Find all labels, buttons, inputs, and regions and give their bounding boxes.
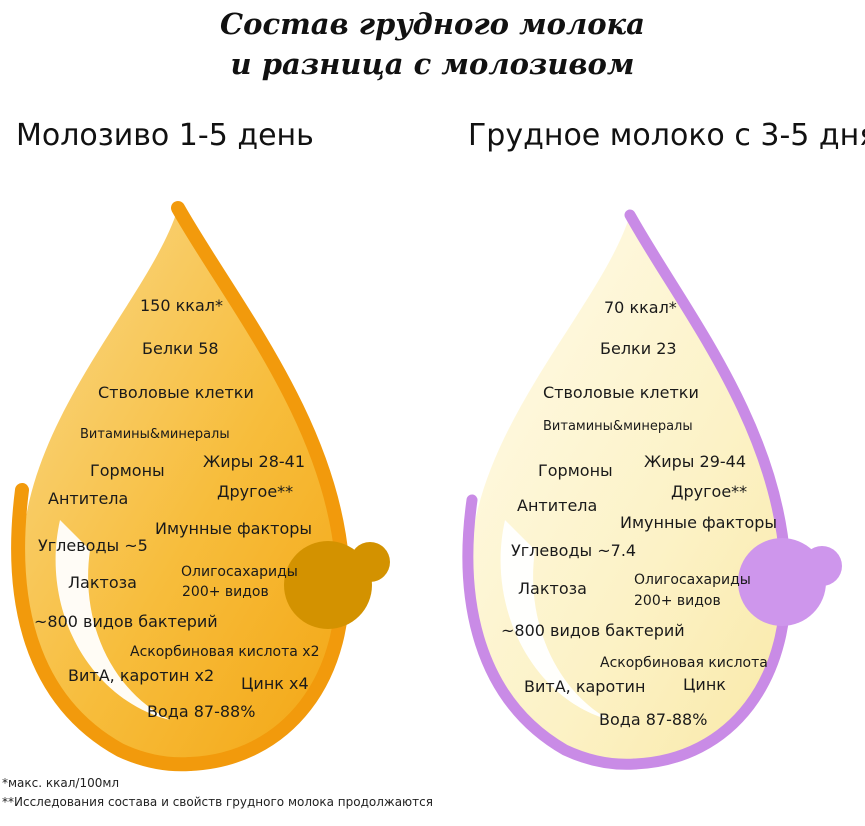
colostrum-oligo-line2: 200+ видов [182, 584, 269, 600]
colostrum-carbs: Углеводы ~5 [38, 536, 148, 555]
milk-oligo-line2: 200+ видов [634, 593, 721, 609]
milk-bacteria: ~800 видов бактерий [501, 621, 685, 640]
milk-zinc: Цинк [683, 675, 726, 694]
colostrum-drop-outline-left [11, 483, 197, 772]
colostrum-nipple [284, 541, 372, 629]
milk-vitamins: Витамины&минералы [543, 419, 693, 434]
milk-hormones: Гормоны [538, 461, 613, 480]
colostrum-vita: ВитА, каротин х2 [68, 666, 215, 685]
milk-protein: Белки 23 [600, 339, 677, 358]
milk-water: Вода 87-88% [599, 710, 708, 729]
milk-lactose: Лактоза [518, 579, 587, 598]
milk-vita: ВитА, каротин [524, 677, 646, 696]
colostrum-stem-cells: Стволовые клетки [98, 383, 254, 402]
milk-heading: Грудное молоко с 3-5 дня [468, 118, 865, 153]
colostrum-lactose: Лактоза [68, 573, 137, 592]
milk-immune: Имунные факторы [620, 513, 778, 532]
milk-drop-highlight [500, 520, 610, 720]
footnote-kcal: *макс. ккал/100мл [2, 776, 120, 790]
colostrum-other: Другое** [217, 482, 294, 501]
footnote-research: **Исследования состава и свойств грудног… [2, 795, 433, 809]
milk-carbs: Углеводы ~7.4 [511, 541, 637, 560]
milk-stem-cells: Стволовые клетки [543, 383, 699, 402]
colostrum-ascorbic: Аскорбиновая кислота х2 [130, 644, 320, 660]
colostrum-drop-body [21, 208, 351, 763]
colostrum-water: Вода 87-88% [147, 702, 256, 721]
milk-drop-outline-left [462, 494, 641, 770]
colostrum-antibodies: Антитела [48, 489, 129, 508]
colostrum-kcal: 150 ккал* [140, 296, 223, 315]
colostrum-immune: Имунные факторы [155, 519, 313, 538]
colostrum-hormones: Гормоны [90, 461, 165, 480]
colostrum-zinc: Цинк х4 [241, 674, 309, 693]
milk-oligo-line1: Олигосахариды [634, 572, 751, 588]
milk-nipple-tip [802, 546, 842, 586]
colostrum-drop-highlight [55, 520, 170, 720]
colostrum-nipple-tip [350, 542, 390, 582]
colostrum-protein: Белки 58 [142, 339, 219, 358]
colostrum-oligo-line1: Олигосахариды [181, 564, 298, 580]
colostrum-vitamins: Витамины&минералы [80, 427, 230, 442]
milk-fats: Жиры 29-44 [644, 452, 746, 471]
colostrum-heading: Молозиво 1-5 день [16, 118, 314, 153]
milk-kcal: 70 ккал* [604, 298, 677, 317]
colostrum-bacteria: ~800 видов бактерий [34, 612, 218, 631]
page-title-line1: Состав грудного молока [220, 7, 645, 41]
page-title-line2: и разница с молозивом [230, 47, 635, 81]
milk-ascorbic: Аскорбиновая кислота [600, 655, 768, 671]
milk-antibodies: Антитела [517, 496, 598, 515]
milk-other: Другое** [671, 482, 748, 501]
colostrum-fats: Жиры 28-41 [203, 452, 305, 471]
